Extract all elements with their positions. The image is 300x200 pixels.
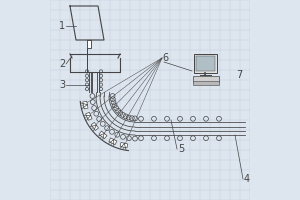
Text: 7: 7 [236, 70, 242, 80]
Bar [83, 101, 88, 109]
Text: 5: 5 [178, 144, 184, 154]
Text: 3: 3 [59, 80, 65, 90]
Bar [196, 56, 215, 71]
Text: 2: 2 [59, 59, 65, 69]
Bar [109, 138, 117, 145]
Bar [194, 54, 217, 73]
Bar [99, 131, 107, 139]
Bar [193, 76, 219, 82]
Bar [193, 81, 219, 85]
Text: 1: 1 [59, 21, 65, 31]
Bar [85, 112, 92, 120]
Bar [91, 122, 98, 130]
Text: 6: 6 [162, 53, 168, 63]
Text: 4: 4 [244, 174, 250, 184]
Bar [87, 40, 91, 48]
Bar [120, 142, 128, 148]
